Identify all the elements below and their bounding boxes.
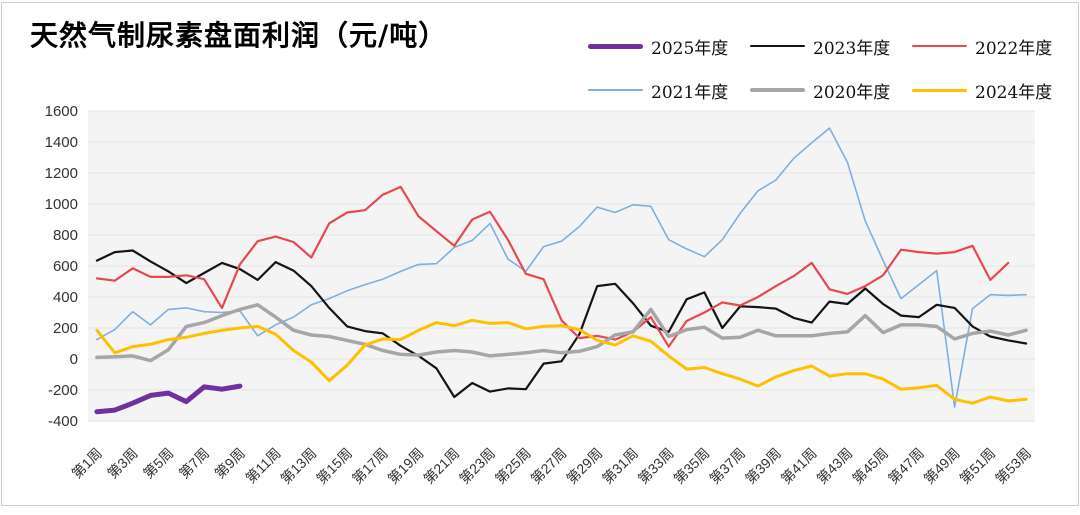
y-tick-label: 600 [53, 258, 78, 275]
x-tick-label: 第33周 [635, 445, 677, 487]
x-tick-label: 第19周 [385, 445, 427, 487]
x-tick-label: 第37周 [706, 445, 748, 487]
legend-item-2021: 2021年度 [588, 78, 750, 103]
y-axis-labels: 1600 1400 1200 1000 800 600 400 200 0 -200 -400 [45, 103, 78, 430]
x-tick-label: 第25周 [492, 445, 534, 487]
y-tick-label: 0 [70, 351, 78, 368]
y-tick-label: 1200 [45, 165, 78, 182]
x-tick-label: 第43周 [813, 445, 855, 487]
x-tick-label: 第47周 [885, 445, 927, 487]
legend-item-2024: 2024年度 [912, 78, 1074, 103]
x-tick-label: 第45周 [849, 445, 891, 487]
y-tick-label: 800 [53, 227, 78, 244]
x-tick-label: 第53周 [992, 445, 1034, 487]
x-tick-label: 第41周 [778, 445, 820, 487]
line-2022年度 [95, 185, 1010, 348]
x-tick-label: 第21周 [420, 445, 462, 487]
x-tick-label: 第49周 [921, 445, 963, 487]
y-tick-label: -200 [48, 382, 78, 399]
line-2025年度 [94, 383, 243, 415]
x-tick-label: 第29周 [563, 445, 605, 487]
legend-label-2025: 2025年度 [651, 38, 729, 59]
legend-swatch-2020-icon [750, 88, 805, 92]
series-lines [94, 127, 1028, 415]
x-tick-label: 第7周 [176, 445, 213, 482]
legend-label-2020: 2020年度 [813, 82, 891, 103]
y-tick-label: 400 [53, 289, 78, 306]
y-tick-label: -400 [48, 413, 78, 430]
x-tick-label: 第1周 [68, 445, 105, 482]
x-tick-label: 第5周 [140, 445, 177, 482]
x-tick-label: 第51周 [956, 445, 998, 487]
legend-swatch-2022-icon [912, 45, 967, 47]
legend-label-2024: 2024年度 [975, 82, 1053, 103]
legend-swatch-2024-icon [912, 88, 967, 92]
y-tick-label: 200 [53, 320, 78, 337]
line-2024年度 [95, 318, 1028, 405]
legend-row-2: 2021年度 2020年度 2024年度 [588, 68, 1074, 112]
y-tick-label: 1400 [45, 134, 78, 151]
legend-swatch-2021-icon [588, 89, 643, 91]
x-tick-label: 第11周 [242, 445, 283, 486]
x-tick-label: 第35周 [670, 445, 712, 487]
legend-row-1: 2025年度 2023年度 2022年度 [588, 24, 1074, 68]
legend-swatch-2023-icon [750, 45, 805, 47]
x-tick-label: 第15周 [313, 445, 355, 487]
legend-label-2023: 2023年度 [813, 38, 891, 59]
x-tick-label: 第27周 [527, 445, 569, 487]
legend-item-2020: 2020年度 [750, 78, 912, 103]
x-tick-label: 第23周 [456, 445, 498, 487]
legend-item-2023: 2023年度 [750, 34, 912, 59]
chart-title: 天然气制尿素盘面利润（元/吨） [30, 19, 448, 52]
x-tick-label: 第13周 [277, 445, 319, 487]
line-2020年度 [95, 303, 1028, 363]
legend: 2025年度 2023年度 2022年度 2021年度 2020年度 2024年… [588, 24, 1074, 112]
x-axis-labels: 第1周 第3周 第5周 第7周 第9周第11周第13周第15周第17周第19周第21周第… [68, 445, 1034, 487]
legend-item-2025: 2025年度 [588, 34, 750, 59]
line-2023年度 [95, 249, 1028, 399]
legend-item-2022: 2022年度 [912, 34, 1074, 59]
x-tick-label: 第3周 [104, 445, 141, 482]
y-tick-label: 1600 [45, 103, 78, 120]
x-tick-label: 第31周 [599, 445, 641, 487]
legend-swatch-2025-icon [588, 43, 643, 49]
legend-label-2021: 2021年度 [651, 82, 729, 103]
x-tick-label: 第39周 [742, 445, 784, 487]
y-tick-label: 1000 [45, 196, 78, 213]
legend-label-2022: 2022年度 [975, 38, 1053, 59]
x-tick-label: 第17周 [349, 445, 391, 487]
